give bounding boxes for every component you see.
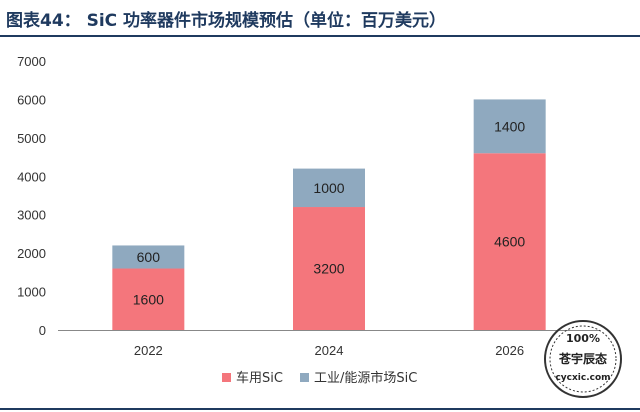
y-tick-label: 2000 [17, 246, 46, 261]
bar-value-label: 4600 [494, 234, 525, 250]
svg-text:苍宇辰态: 苍宇辰态 [558, 351, 607, 366]
y-tick-label: 3000 [17, 208, 46, 223]
legend-swatch [300, 373, 309, 382]
chart-title: 图表44： SiC 功率器件市场规模预估（单位：百万美元） [6, 11, 447, 31]
bar-value-label: 1000 [313, 180, 344, 196]
top-rule [0, 35, 640, 37]
bar-value-label: 1400 [494, 118, 525, 134]
bar-value-label: 1600 [133, 291, 164, 307]
chart-header: 图表44： SiC 功率器件市场规模预估（单位：百万美元） [0, 0, 640, 36]
y-tick-label: 6000 [17, 92, 46, 107]
watermark-seal: 100% 苍宇辰态 cycxic.com [544, 320, 622, 398]
bar-value-label: 600 [137, 249, 161, 265]
x-tick-label: 2022 [134, 343, 163, 358]
legend-label: 车用SiC [236, 370, 283, 386]
legend-label: 工业/能源市场SiC [314, 370, 417, 386]
x-tick-label: 2024 [315, 343, 344, 358]
bar-segment [293, 168, 365, 208]
x-tick-label: 2026 [495, 343, 524, 358]
bar-segment [112, 268, 185, 330]
y-tick-label: 5000 [17, 131, 46, 146]
y-tick-label: 1000 [17, 285, 46, 300]
svg-text:100%: 100% [566, 332, 600, 345]
bar-segment [473, 153, 546, 330]
y-tick-label: 7000 [17, 54, 46, 69]
bottom-rule [0, 408, 640, 410]
legend-swatch [222, 373, 231, 382]
stacked-bar-chart: 0 1000 2000 3000 4000 5000 6000 7000 1600 600 2022… [17, 54, 600, 386]
bar-segment [112, 245, 185, 269]
bar-segment [473, 99, 546, 154]
svg-text:cycxic.com: cycxic.com [555, 373, 610, 383]
y-tick-label: 0 [39, 323, 46, 338]
y-tick-label: 4000 [17, 169, 46, 184]
bar-value-label: 3200 [313, 261, 344, 277]
bar-segment [293, 207, 365, 330]
